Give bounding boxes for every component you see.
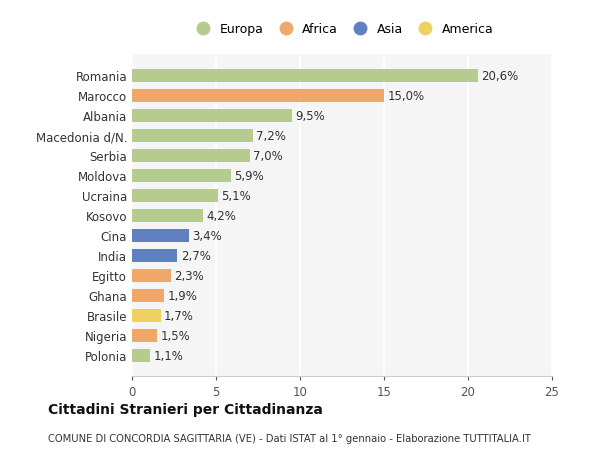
Bar xyxy=(132,169,231,182)
Bar xyxy=(132,70,478,83)
Text: 20,6%: 20,6% xyxy=(481,70,518,83)
Text: 7,0%: 7,0% xyxy=(253,150,283,162)
Text: 7,2%: 7,2% xyxy=(256,129,286,142)
Legend: Europa, Africa, Asia, America: Europa, Africa, Asia, America xyxy=(187,20,497,40)
Text: 1,7%: 1,7% xyxy=(164,309,194,322)
Text: Cittadini Stranieri per Cittadinanza: Cittadini Stranieri per Cittadinanza xyxy=(48,402,323,416)
Text: COMUNE DI CONCORDIA SAGITTARIA (VE) - Dati ISTAT al 1° gennaio - Elaborazione TU: COMUNE DI CONCORDIA SAGITTARIA (VE) - Da… xyxy=(48,433,531,442)
Bar xyxy=(132,90,384,102)
Text: 1,5%: 1,5% xyxy=(161,329,190,342)
Text: 4,2%: 4,2% xyxy=(206,209,236,222)
Text: 1,1%: 1,1% xyxy=(154,349,184,362)
Bar xyxy=(132,129,253,142)
Text: 15,0%: 15,0% xyxy=(388,90,424,103)
Bar xyxy=(132,229,189,242)
Text: 3,4%: 3,4% xyxy=(193,229,222,242)
Bar xyxy=(132,309,161,322)
Bar xyxy=(132,289,164,302)
Bar xyxy=(132,150,250,162)
Bar xyxy=(132,209,203,222)
Bar xyxy=(132,249,178,262)
Text: 2,7%: 2,7% xyxy=(181,249,211,262)
Text: 5,1%: 5,1% xyxy=(221,189,251,202)
Bar xyxy=(132,110,292,123)
Text: 1,9%: 1,9% xyxy=(167,289,197,302)
Bar xyxy=(132,269,170,282)
Text: 2,3%: 2,3% xyxy=(174,269,204,282)
Bar xyxy=(132,189,218,202)
Text: 9,5%: 9,5% xyxy=(295,110,325,123)
Bar xyxy=(132,329,157,342)
Text: 5,9%: 5,9% xyxy=(235,169,264,182)
Bar xyxy=(132,349,151,362)
